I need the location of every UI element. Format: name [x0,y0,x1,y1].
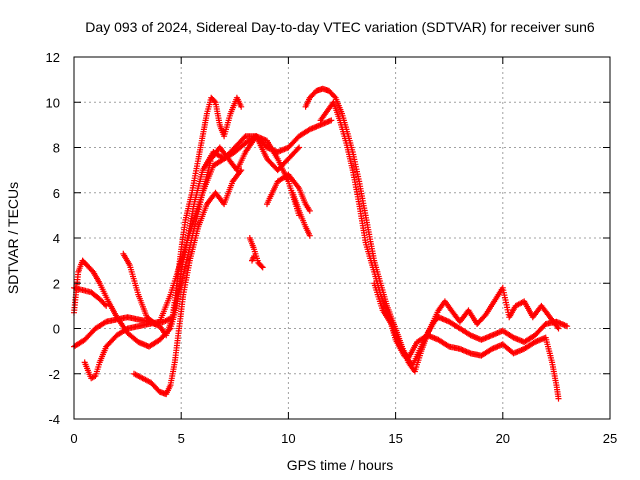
marker-path-track-5 [120,133,303,327]
marker-path-track-9 [264,171,313,214]
y-tick-label: 2 [53,276,60,291]
x-tick-label: 0 [70,431,77,446]
series-track-10 [289,189,313,239]
y-tick-label: -4 [48,412,60,427]
y-tick-label: 8 [53,141,60,156]
y-tick-label: 6 [53,186,60,201]
marker-path-track-13 [371,280,562,402]
y-tick-label: 10 [46,95,60,110]
x-axis-label: GPS time / hours [287,457,394,473]
x-tick-label: 25 [603,431,617,446]
marker-path-track-11 [302,85,571,375]
series-track-11 [302,85,571,375]
y-tick-label: 4 [53,231,60,246]
grid [74,57,610,419]
series-track-5 [120,133,303,327]
series-track-6 [131,167,245,398]
marker-path-track-6 [131,167,245,398]
y-tick-label: -2 [48,367,60,382]
x-tick-label: 10 [281,431,295,446]
y-tick-label: 0 [53,322,60,337]
series-track-8 [249,253,258,264]
y-axis-label: SDTVAR / TECUs [5,182,21,294]
ticks: 0 5 10 15 20 25 -4 -2 0 2 4 6 8 10 12 [46,50,618,446]
marker-path-track-8 [249,253,258,264]
series-track-9 [264,171,313,214]
x-tick-label: 5 [178,431,185,446]
x-tick-label: 20 [496,431,510,446]
marker-path-track-10 [289,189,313,239]
series-track-13 [371,280,562,402]
x-tick-label: 15 [388,431,402,446]
y-tick-label: 12 [46,50,60,65]
chart-title: Day 093 of 2024, Sidereal Day-to-day VTE… [85,19,595,35]
